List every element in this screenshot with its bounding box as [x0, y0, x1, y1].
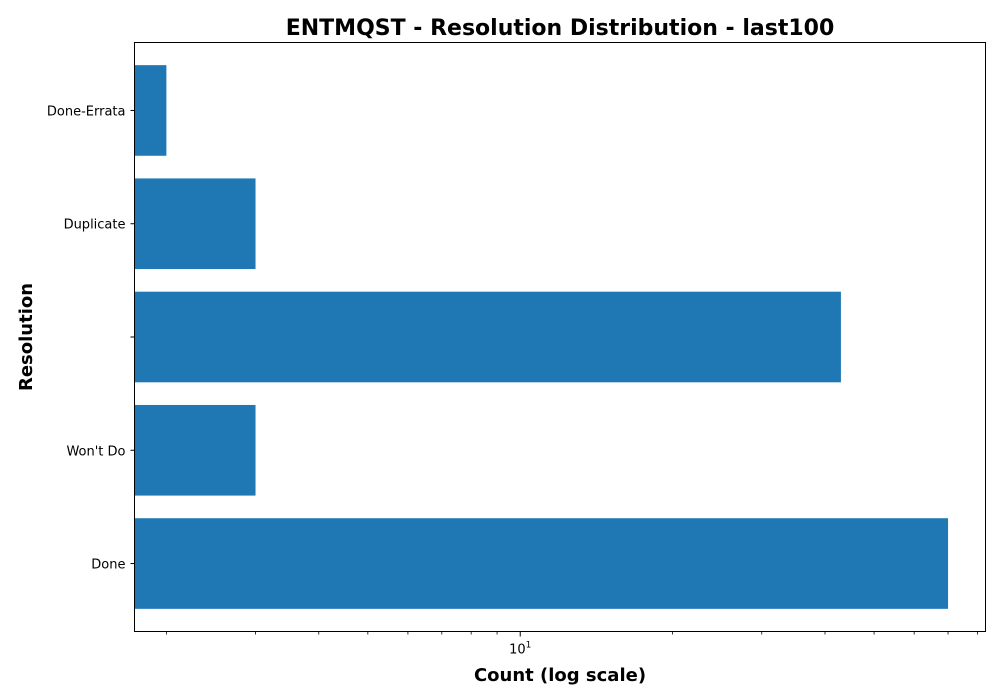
bars-group: [134, 65, 949, 609]
y-tick-label-3: Duplicate: [64, 218, 126, 233]
bar-2: [134, 291, 841, 383]
bar-4: [134, 65, 167, 156]
y-tick-label-0: Done: [91, 558, 125, 573]
x-axis-ticks: 101: [165, 631, 978, 658]
chart-title: ENTMQST - Resolution Distribution - last…: [286, 16, 835, 41]
y-axis-ticks: Done Won't Do Duplicate Done-Errata: [47, 104, 135, 573]
y-tick-label-1: Won't Do: [66, 444, 125, 459]
y-tick-label-4: Done-Errata: [47, 104, 126, 119]
bar-0: [134, 518, 949, 609]
x-tick-label-0: 101: [509, 641, 531, 658]
x-axis-label: Count (log scale): [474, 665, 646, 686]
bar-3: [134, 178, 256, 270]
bar-1: [134, 404, 256, 496]
y-axis-label: Resolution: [16, 283, 37, 391]
